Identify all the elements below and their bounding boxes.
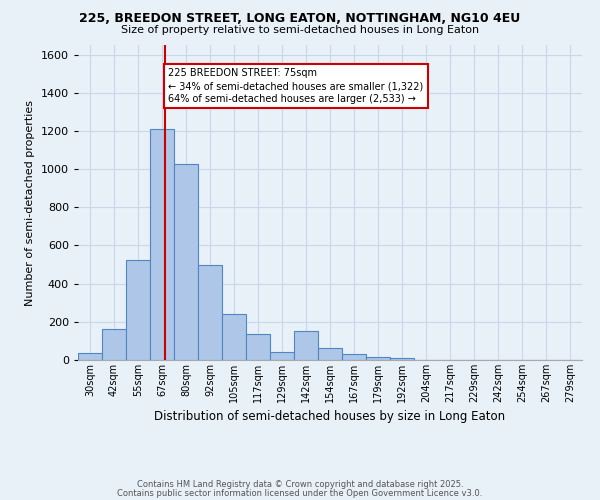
Bar [126,260,150,360]
X-axis label: Distribution of semi-detached houses by size in Long Eaton: Distribution of semi-detached houses by … [154,410,506,424]
Bar [174,164,198,360]
Text: 225 BREEDON STREET: 75sqm
← 34% of semi-detached houses are smaller (1,322)
64% : 225 BREEDON STREET: 75sqm ← 34% of semi-… [169,68,424,104]
Bar [150,129,174,360]
Y-axis label: Number of semi-detached properties: Number of semi-detached properties [25,100,35,306]
Text: Size of property relative to semi-detached houses in Long Eaton: Size of property relative to semi-detach… [121,25,479,35]
Bar [318,348,342,360]
Bar [222,314,246,360]
Bar [78,354,102,360]
Text: Contains public sector information licensed under the Open Government Licence v3: Contains public sector information licen… [118,489,482,498]
Text: 225, BREEDON STREET, LONG EATON, NOTTINGHAM, NG10 4EU: 225, BREEDON STREET, LONG EATON, NOTTING… [79,12,521,26]
Bar [198,264,222,360]
Bar [390,358,414,360]
Text: Contains HM Land Registry data © Crown copyright and database right 2025.: Contains HM Land Registry data © Crown c… [137,480,463,489]
Bar [246,334,270,360]
Bar [294,332,318,360]
Bar [270,352,294,360]
Bar [102,328,126,360]
Bar [366,357,390,360]
Bar [342,354,366,360]
